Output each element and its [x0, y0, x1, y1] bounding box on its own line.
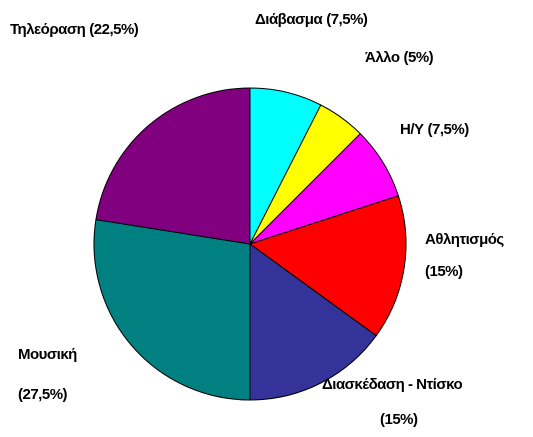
pie-slice	[249, 243, 377, 401]
slice-value-label: (22,5%)	[89, 21, 139, 38]
pie-slice	[95, 87, 251, 245]
slice-label: Διάβασμα	[255, 11, 323, 28]
slice-label: Άλλο	[365, 49, 400, 66]
slice-label: Αθλητισμός	[425, 231, 504, 248]
slice-value-label: (5%)	[404, 49, 434, 66]
slice-value-label: (15%)	[380, 411, 418, 428]
slice-value-label: (7,5%)	[428, 121, 470, 138]
pie-slice	[248, 195, 407, 337]
slice-label: Η/Υ	[400, 121, 424, 138]
pie-slice	[93, 219, 251, 401]
slice-label: Τηλεόραση	[10, 21, 86, 38]
slice-value-label: (7,5%)	[326, 11, 368, 28]
slice-value-label: (15%)	[425, 263, 463, 280]
slice-value-label: (27,5%)	[18, 386, 68, 403]
slice-label: Μουσική	[18, 346, 77, 363]
slice-label: Διασκέδαση - Ντίσκο	[322, 376, 462, 393]
